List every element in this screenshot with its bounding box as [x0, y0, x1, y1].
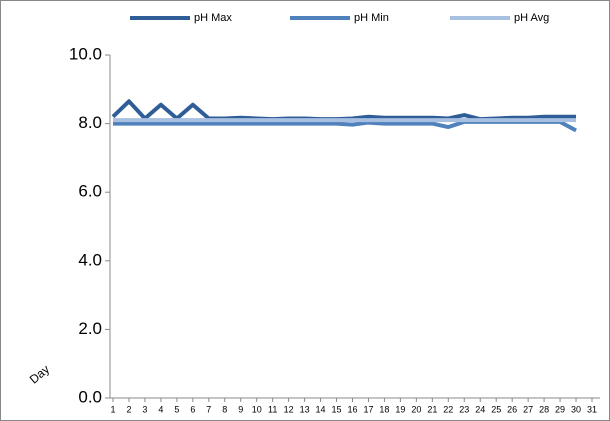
x-tick-label: 22 [443, 404, 453, 414]
x-tick-label: 6 [190, 404, 195, 414]
y-tick-label: 8.0 [78, 113, 102, 132]
y-tick-label: 0.0 [78, 387, 102, 406]
x-tick-label: 1 [110, 404, 115, 414]
y-tick-label: 10.0 [69, 44, 102, 63]
x-tick-label: 13 [300, 404, 310, 414]
x-tick-label: 7 [206, 404, 211, 414]
x-tick-label: 25 [491, 404, 501, 414]
x-tick-label: 3 [142, 404, 147, 414]
x-tick-label: 16 [347, 404, 357, 414]
x-tick-label: 31 [587, 404, 597, 414]
x-tick-label: 26 [507, 404, 517, 414]
x-tick-label: 27 [523, 404, 533, 414]
x-tick-label: 9 [238, 404, 243, 414]
x-tick-label: 28 [539, 404, 549, 414]
x-tick-label: 8 [222, 404, 227, 414]
x-tick-label: 30 [571, 404, 581, 414]
x-tick-label: 10 [252, 404, 262, 414]
x-tick-label: 11 [268, 404, 277, 414]
x-tick-label: 19 [395, 404, 405, 414]
x-tick-label: 17 [363, 404, 373, 414]
x-tick-label: 15 [332, 404, 342, 414]
x-tick-label: 18 [379, 404, 389, 414]
y-tick-label: 6.0 [78, 182, 102, 201]
x-tick-label: 14 [316, 404, 326, 414]
legend-label: pH Max [194, 12, 232, 24]
x-tick-label: 5 [174, 404, 179, 414]
x-tick-label: 12 [284, 404, 294, 414]
x-tick-label: 20 [411, 404, 421, 414]
y-tick-label: 4.0 [78, 250, 102, 269]
x-tick-label: 4 [158, 404, 163, 414]
x-tick-label: 29 [555, 404, 565, 414]
x-tick-label: 2 [126, 404, 131, 414]
legend-label: pH Min [354, 12, 389, 24]
x-tick-label: 23 [459, 404, 469, 414]
y-tick-label: 2.0 [78, 319, 102, 338]
x-tick-label: 24 [475, 404, 485, 414]
legend-label: pH Avg [514, 12, 549, 24]
x-tick-label: 21 [427, 404, 437, 414]
